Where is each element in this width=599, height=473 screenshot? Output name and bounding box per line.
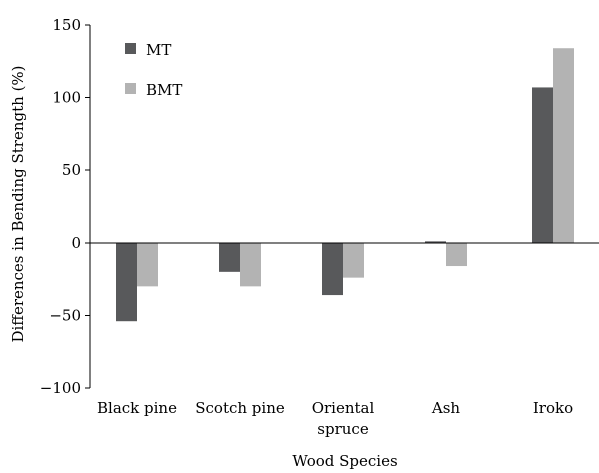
plot-area xyxy=(116,48,574,322)
y-axis: −100 −50 0 50 100 150 xyxy=(40,16,91,397)
bar-mt-3 xyxy=(425,241,446,243)
category-label: Oriental xyxy=(312,399,375,417)
bar-mt-0 xyxy=(116,242,137,322)
x-axis-title: Wood Species xyxy=(292,452,397,470)
bar-mt-4 xyxy=(532,87,553,243)
legend: MT BMT xyxy=(125,41,182,99)
bar-bmt-2 xyxy=(343,242,364,278)
y-tick-label: 150 xyxy=(52,16,81,34)
y-tick-label: 50 xyxy=(62,161,81,179)
y-tick-label: 100 xyxy=(52,89,81,107)
category-label: Ash xyxy=(431,399,461,417)
y-axis-title: Differences in Bending Strength (%) xyxy=(9,65,27,342)
y-tick-label: 0 xyxy=(71,234,81,252)
category-label: spruce xyxy=(317,420,369,438)
bar-bmt-1 xyxy=(240,242,261,287)
bar-bmt-4 xyxy=(553,48,574,243)
legend-swatch-bmt xyxy=(125,83,136,94)
legend-label-bmt: BMT xyxy=(146,81,182,99)
category-label: Black pine xyxy=(97,399,177,417)
legend-swatch-mt xyxy=(125,43,136,54)
legend-label-mt: MT xyxy=(146,41,171,59)
category-label: Scotch pine xyxy=(195,399,285,417)
bar-bmt-3 xyxy=(446,242,467,267)
bar-mt-2 xyxy=(322,242,343,296)
y-tick-label: −100 xyxy=(40,379,81,397)
bar-mt-1 xyxy=(219,242,240,272)
x-axis: Black pine Scotch pine Oriental spruce Ash Ir… xyxy=(90,242,599,438)
y-tick-label: −50 xyxy=(49,306,81,324)
bar-bmt-0 xyxy=(137,242,158,287)
category-label: Iroko xyxy=(533,399,573,417)
